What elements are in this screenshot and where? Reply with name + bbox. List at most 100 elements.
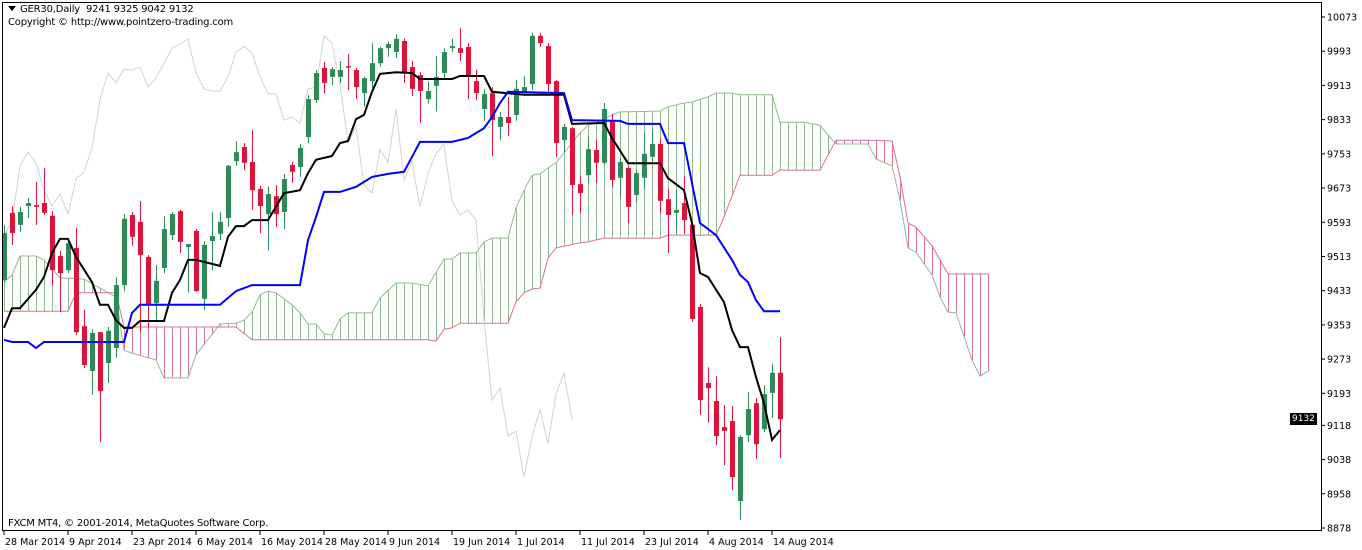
bearish-candle	[138, 200, 143, 331]
candle-body	[666, 199, 671, 215]
candle-body	[306, 99, 311, 138]
bearish-candle	[418, 72, 423, 124]
candle-body	[66, 243, 71, 271]
bullish-candle	[650, 129, 655, 162]
bullish-candle	[634, 170, 639, 203]
copyright-text: Copyright © http://www.pointzero-trading…	[8, 17, 234, 28]
candle-body	[586, 149, 591, 176]
bearish-candle	[474, 70, 479, 100]
bullish-candle	[26, 197, 31, 218]
price-tick-label: 9118	[1327, 421, 1351, 432]
candle-body	[282, 179, 287, 212]
dropdown-triangle-icon[interactable]	[8, 6, 16, 11]
candle-body	[738, 436, 743, 502]
bullish-candle	[514, 79, 519, 121]
candle-body	[146, 256, 151, 305]
bullish-candle	[210, 211, 215, 271]
candle-body	[354, 70, 359, 88]
bearish-candle	[34, 182, 39, 225]
bullish-candle	[586, 137, 591, 183]
bearish-candle	[82, 309, 87, 369]
bearish-candle	[146, 255, 151, 328]
candle-body	[498, 117, 503, 127]
candle-body	[386, 43, 391, 49]
time-tick-label: 23 Jul 2014	[645, 537, 699, 548]
candle-body	[186, 244, 191, 248]
candle-body	[218, 221, 223, 234]
candle-body	[754, 403, 759, 445]
time-axis[interactable]: 28 Mar 2014 9 Apr 2014 23 Apr 2014 6 May 20…	[3, 531, 834, 548]
candle-body	[130, 214, 135, 237]
bearish-candle	[666, 188, 671, 254]
time-tick-label: 14 Aug 2014	[773, 537, 834, 548]
candle-body	[74, 247, 79, 333]
candle-body	[698, 306, 703, 401]
candle-body	[114, 285, 119, 348]
candle-body	[162, 229, 167, 269]
bullish-candle	[370, 43, 375, 88]
candle-body	[610, 120, 615, 180]
price-axis[interactable]: 10073 9993 9913 9833 9753 9673 9593 9513 9433 935…	[1322, 13, 1357, 535]
candle-body	[82, 326, 87, 366]
candle-body	[482, 93, 487, 109]
chikou-span-line	[3, 34, 573, 478]
candle-body	[714, 400, 719, 437]
time-tick-label: 28 May 2014	[325, 537, 387, 548]
bearish-candle	[626, 165, 631, 224]
time-tick-label: 4 Aug 2014	[709, 537, 764, 548]
candle-body	[258, 188, 263, 207]
current-price-label: 9132	[1290, 413, 1317, 426]
price-tick-label: 9673	[1327, 184, 1351, 195]
candle-body	[634, 173, 639, 195]
candle-body	[18, 211, 23, 225]
chart-header: GER30,Daily 9241 9325 9042 9132	[8, 4, 194, 15]
candle-body	[370, 63, 375, 82]
bullish-candle	[770, 363, 775, 419]
bullish-candle	[186, 244, 191, 293]
bearish-candle	[546, 43, 551, 92]
bullish-candle	[602, 102, 607, 165]
bullish-candle	[738, 435, 743, 520]
bullish-candle	[642, 132, 647, 189]
bearish-candle	[322, 61, 327, 94]
bearish-candle	[554, 79, 559, 157]
bullish-candle	[202, 241, 207, 310]
price-tick-label: 9753	[1327, 149, 1351, 160]
symbol-label: GER30,Daily	[20, 4, 81, 15]
candle-body	[458, 48, 463, 53]
time-tick-label: 19 Jun 2014	[453, 537, 510, 548]
candle-body	[618, 161, 623, 178]
time-tick-label: 16 May 2014	[261, 537, 323, 548]
bearish-candle	[58, 250, 63, 313]
candle-body	[450, 46, 455, 49]
price-tick-label: 9353	[1327, 320, 1351, 331]
bullish-candle	[90, 329, 95, 396]
candle-body	[674, 209, 679, 213]
bearish-candle	[754, 398, 759, 460]
senkou-span-a-line	[3, 92, 989, 379]
candle-body	[378, 48, 383, 64]
bullish-candle	[746, 392, 751, 443]
bullish-candle	[338, 61, 343, 83]
candle-body	[2, 232, 7, 280]
candle-body	[90, 333, 95, 372]
bearish-candle	[250, 129, 255, 210]
candle-body	[546, 46, 551, 85]
price-tick-label: 9273	[1327, 355, 1351, 366]
candle-body	[298, 147, 303, 168]
time-tick-label: 1 Jul 2014	[517, 537, 565, 548]
bullish-candle	[18, 206, 23, 233]
candle-body	[178, 211, 183, 242]
bullish-candle	[114, 276, 119, 358]
bearish-candle	[570, 126, 575, 215]
bearish-candle	[290, 161, 295, 183]
candle-body	[402, 40, 407, 74]
candle-body	[362, 78, 367, 94]
bullish-candle	[618, 158, 623, 198]
bearish-candle	[458, 28, 463, 62]
candle-body	[58, 256, 63, 274]
candle-body	[514, 88, 519, 115]
candle-body	[474, 81, 479, 94]
candle-body	[554, 81, 559, 144]
